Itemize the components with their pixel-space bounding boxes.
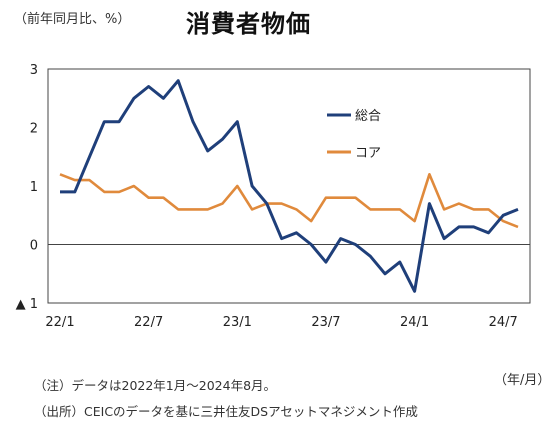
footnote: （注）データは2022年1月～2024年8月。 <box>34 378 277 393</box>
y-tick-label: 2 <box>30 122 38 137</box>
x-tick-label: 22/1 <box>45 315 74 330</box>
x-tick-label: 23/1 <box>223 315 252 330</box>
x-tick-label: 22/7 <box>134 315 163 330</box>
legend-label: 総合 <box>355 109 381 124</box>
y-tick-label: ▲ 1 <box>16 297 38 312</box>
y-unit-label: （前年同月比、%） <box>14 12 131 27</box>
x-axis: 22/1 22/7 23/1 23/7 24/1 24/7 <box>45 315 517 330</box>
series-group <box>59 79 519 293</box>
x-tick-label: 23/7 <box>311 315 340 330</box>
x-tick-label: 24/7 <box>489 315 518 330</box>
x-tick-label: 24/1 <box>400 315 429 330</box>
y-tick-label: 1 <box>30 180 38 195</box>
x-unit-label: （年/月） <box>494 373 550 388</box>
y-axis: 3 2 1 0 ▲ 1 <box>16 63 38 312</box>
legend-label: コア <box>355 146 381 161</box>
series-line <box>59 173 519 229</box>
y-tick-label: 0 <box>30 239 38 254</box>
plot-frame <box>47 68 531 304</box>
source-note: （出所）CEICのデータを基に三井住友DSアセットマネジメント作成 <box>34 404 418 419</box>
chart-title: 消費者物価 <box>186 10 311 38</box>
y-tick-label: 3 <box>30 63 38 78</box>
series-line <box>60 79 519 293</box>
